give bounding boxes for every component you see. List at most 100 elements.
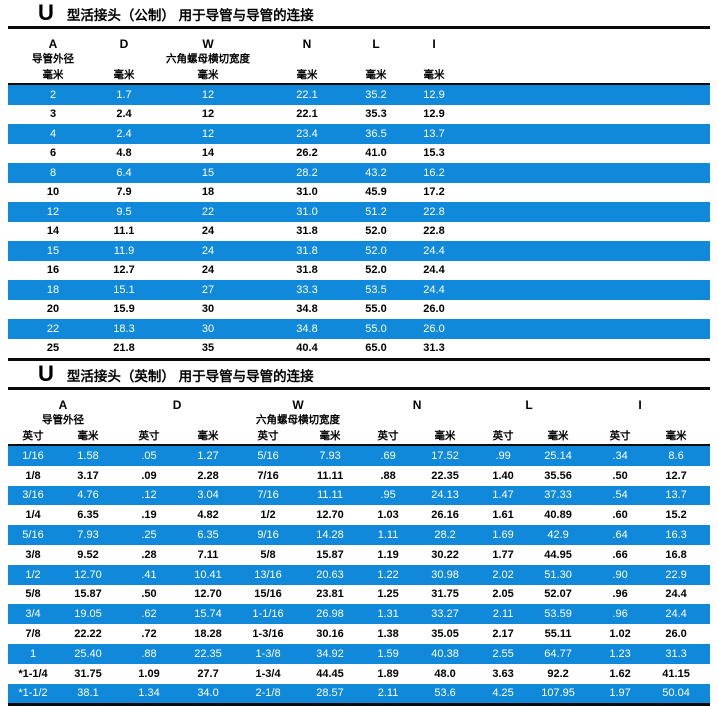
cell: 2.05: [492, 588, 514, 601]
cell: 2.4: [116, 127, 132, 140]
table-row: *1-1/2 38.1 1.34 34.0 2-1/8 28.57 2.11 53.6 4.25…: [8, 683, 711, 706]
cell: 12.7: [665, 469, 687, 482]
cell: .64: [612, 529, 628, 542]
cell: 22: [201, 205, 215, 218]
cell: 45.9: [365, 186, 387, 199]
cell: 24: [201, 225, 215, 238]
cell: *1-1/2: [8, 683, 58, 706]
cell: 34.92: [316, 647, 344, 660]
cell: 26.0: [423, 303, 445, 316]
filler-cell: [464, 163, 710, 183]
metric-table-body: 2 1.7 12 22.1 35.2 12.9 3 2.4 12 22.1 35.3 12.9 4 2.4…: [8, 84, 710, 361]
cell: 1.03: [377, 509, 399, 522]
cell: 52.0: [365, 264, 387, 277]
cell: 14.28: [316, 529, 344, 542]
cell: 15.87: [74, 588, 102, 601]
imperial-section: U 型活接头（英制） 用于导管与导管的连接 A D W N L: [8, 361, 711, 706]
cell: 1/2: [25, 568, 41, 581]
sublabel-hex-width: 六角螺母横切宽度: [256, 414, 341, 426]
col-letter-l: L: [372, 37, 380, 51]
cell: 3.17: [77, 469, 99, 482]
cell: 18.3: [113, 322, 135, 335]
unit-header: 毫米: [348, 66, 404, 85]
table-row: 3 2.4 12 22.1 35.3 12.9: [8, 105, 710, 125]
cell: 26.0: [423, 322, 445, 335]
cell: 50.04: [656, 683, 697, 706]
metric-title-text: 型活接头（公制） 用于导管与导管的连接: [66, 8, 314, 23]
metric-sublabel-row: 导管外径 六角螺母横切宽度: [8, 51, 710, 66]
cell: 53.5: [365, 283, 387, 296]
unit-header: 毫米: [532, 427, 585, 446]
cell: 22.22: [74, 628, 102, 641]
cell: 52.07: [544, 588, 572, 601]
cell: 7.93: [77, 529, 99, 542]
cell: 30.16: [316, 628, 344, 641]
cell: 22.8: [423, 225, 445, 238]
cell: 33.3: [296, 283, 318, 296]
cell: 8.6: [668, 449, 684, 462]
filler-cell: [696, 664, 710, 684]
metric-title-bar: U 型活接头（公制） 用于导管与导管的连接: [8, 0, 710, 29]
cell: .09: [141, 469, 157, 482]
cell: 31.75: [74, 667, 102, 680]
filler-cell: [464, 338, 710, 361]
cell: 24.13: [431, 489, 459, 502]
cell: 24.4: [423, 264, 445, 277]
filler-cell: [696, 412, 710, 427]
cell: 1.19: [377, 548, 399, 561]
cell: 9/16: [257, 529, 279, 542]
cell: 15.1: [113, 283, 135, 296]
cell: 5/16: [22, 529, 44, 542]
cell: 1-3/4: [255, 667, 281, 680]
cell: 1.31: [377, 608, 399, 621]
cell: 25.40: [74, 647, 102, 660]
filler-cell: [464, 124, 710, 144]
cell: 6.35: [197, 529, 219, 542]
cell: 11.11: [316, 469, 344, 482]
unit-header: 英寸: [474, 427, 533, 446]
table-row: 4 2.4 12 23.4 36.5 13.7: [8, 124, 710, 144]
cell: 64.77: [544, 647, 572, 660]
cell: 16.8: [665, 548, 687, 561]
cell: 12.70: [194, 588, 222, 601]
cell: 15.74: [194, 608, 222, 621]
cell: 31.8: [296, 244, 318, 257]
cell: 1.97: [584, 683, 657, 706]
cell: .88: [380, 469, 396, 482]
table-row: 8 6.4 15 28.2 43.2 16.2: [8, 163, 710, 183]
filler-cell: [464, 222, 710, 242]
cell: 7.11: [197, 548, 219, 561]
cell: 8: [49, 166, 57, 179]
metric-title-letter: U: [38, 0, 54, 25]
cell: 2.28: [197, 469, 219, 482]
sublabel-hex-width: 六角螺母横切宽度: [166, 53, 250, 65]
cell: 30: [201, 322, 215, 335]
cell: 15.9: [113, 303, 135, 316]
cell: 11.11: [317, 489, 343, 502]
table-row: 10 7.9 18 31.0 45.9 17.2: [8, 183, 710, 203]
cell: 24.4: [423, 244, 445, 257]
cell: 31.0: [296, 205, 318, 218]
cell: 12.70: [316, 509, 344, 522]
cell: 53.59: [544, 608, 572, 621]
cell: 15/16: [254, 588, 282, 601]
cell: 15.87: [316, 548, 344, 561]
cell: .25: [141, 529, 157, 542]
cell: 37.33: [544, 489, 572, 502]
empty-cell: [118, 412, 236, 427]
cell: 43.2: [365, 166, 387, 179]
cell: 1.38: [377, 628, 399, 641]
cell: 13.7: [423, 127, 445, 140]
cell: 55.0: [365, 322, 387, 335]
imperial-table: A D W N L I 导管外径 六角螺母横切宽度 英寸毫: [8, 390, 711, 706]
cell: 1.59: [377, 647, 399, 660]
unit-header: 英寸: [360, 427, 417, 446]
cell: 3.04: [197, 489, 219, 502]
filler-cell: [464, 300, 710, 320]
unit-header: 毫米: [416, 427, 475, 446]
cell: 41.0: [365, 147, 387, 160]
cell: 24.4: [423, 283, 445, 296]
cell: 26.2: [296, 147, 318, 160]
filler-cell: [464, 241, 710, 261]
